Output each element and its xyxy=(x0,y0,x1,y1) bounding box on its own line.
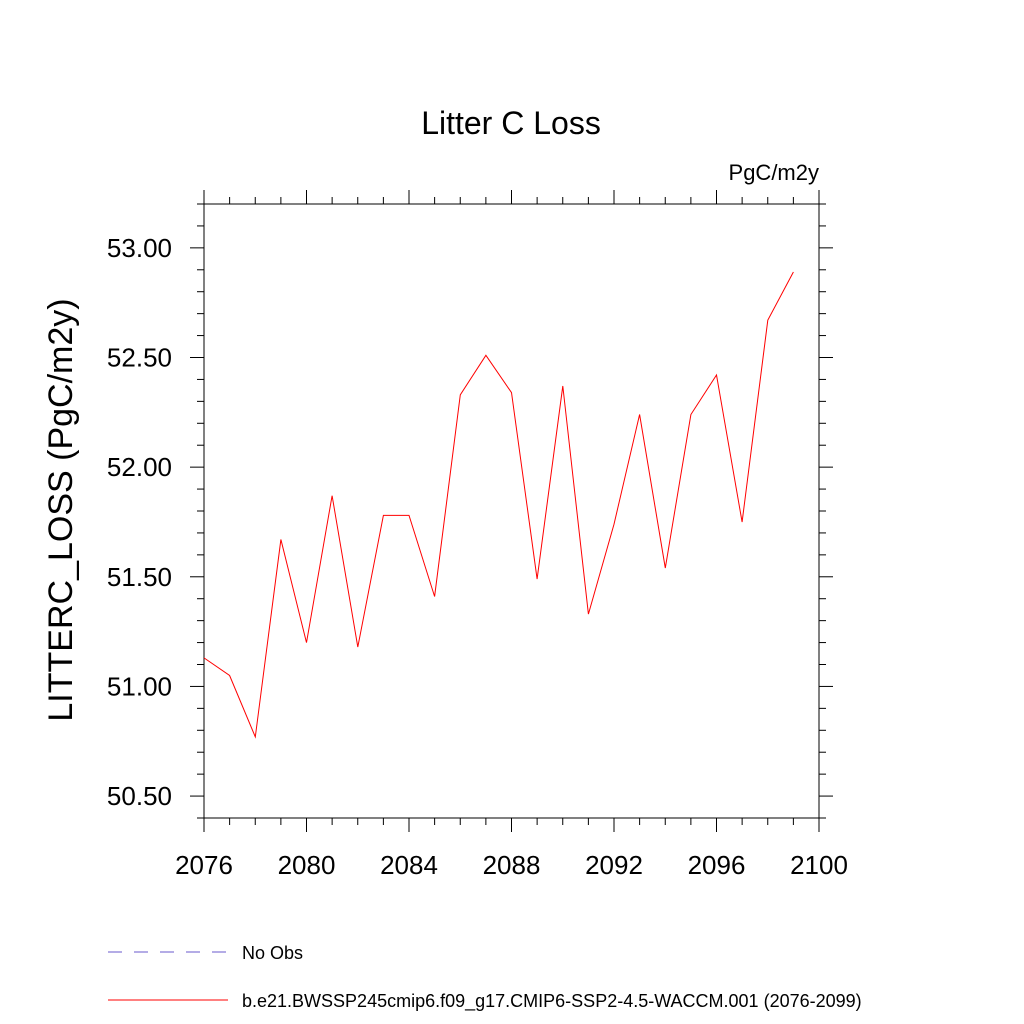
series-layer xyxy=(203,271,794,739)
axis-ticks xyxy=(190,190,833,832)
x-tick-label: 2096 xyxy=(688,850,746,880)
x-tick-label: 2080 xyxy=(278,850,336,880)
y-tick-label: 53.00 xyxy=(107,233,172,263)
x-tick-label: 2092 xyxy=(585,850,643,880)
units-label: PgC/m2y xyxy=(729,160,819,185)
y-tick-label: 51.00 xyxy=(107,671,172,701)
y-tick-label: 51.50 xyxy=(107,562,172,592)
x-tick-label: 2100 xyxy=(790,850,848,880)
y-axis-label: LITTERC_LOSS (PgC/m2y) xyxy=(42,298,80,721)
x-tick-label: 2076 xyxy=(175,850,233,880)
y-tick-label: 52.00 xyxy=(107,452,172,482)
legend-label: No Obs xyxy=(242,943,303,963)
y-tick-label: 52.50 xyxy=(107,343,172,373)
chart-title: Litter C Loss xyxy=(421,105,601,141)
x-tick-label: 2084 xyxy=(380,850,438,880)
plot-frame xyxy=(203,203,820,819)
x-tick-label: 2088 xyxy=(483,850,541,880)
axis-tick-labels: 2076 2080 2084 2088 2092 2096 2100 50.50 51.00 51… xyxy=(107,233,848,880)
y-tick-label: 50.50 xyxy=(107,781,172,811)
series-line xyxy=(203,271,794,739)
legend: No Obs b.e21.BWSSP245cmip6.f09_g17.CMIP6-… xyxy=(108,943,862,1012)
legend-label: b.e21.BWSSP245cmip6.f09_g17.CMIP6-SSP2-4… xyxy=(242,991,862,1012)
